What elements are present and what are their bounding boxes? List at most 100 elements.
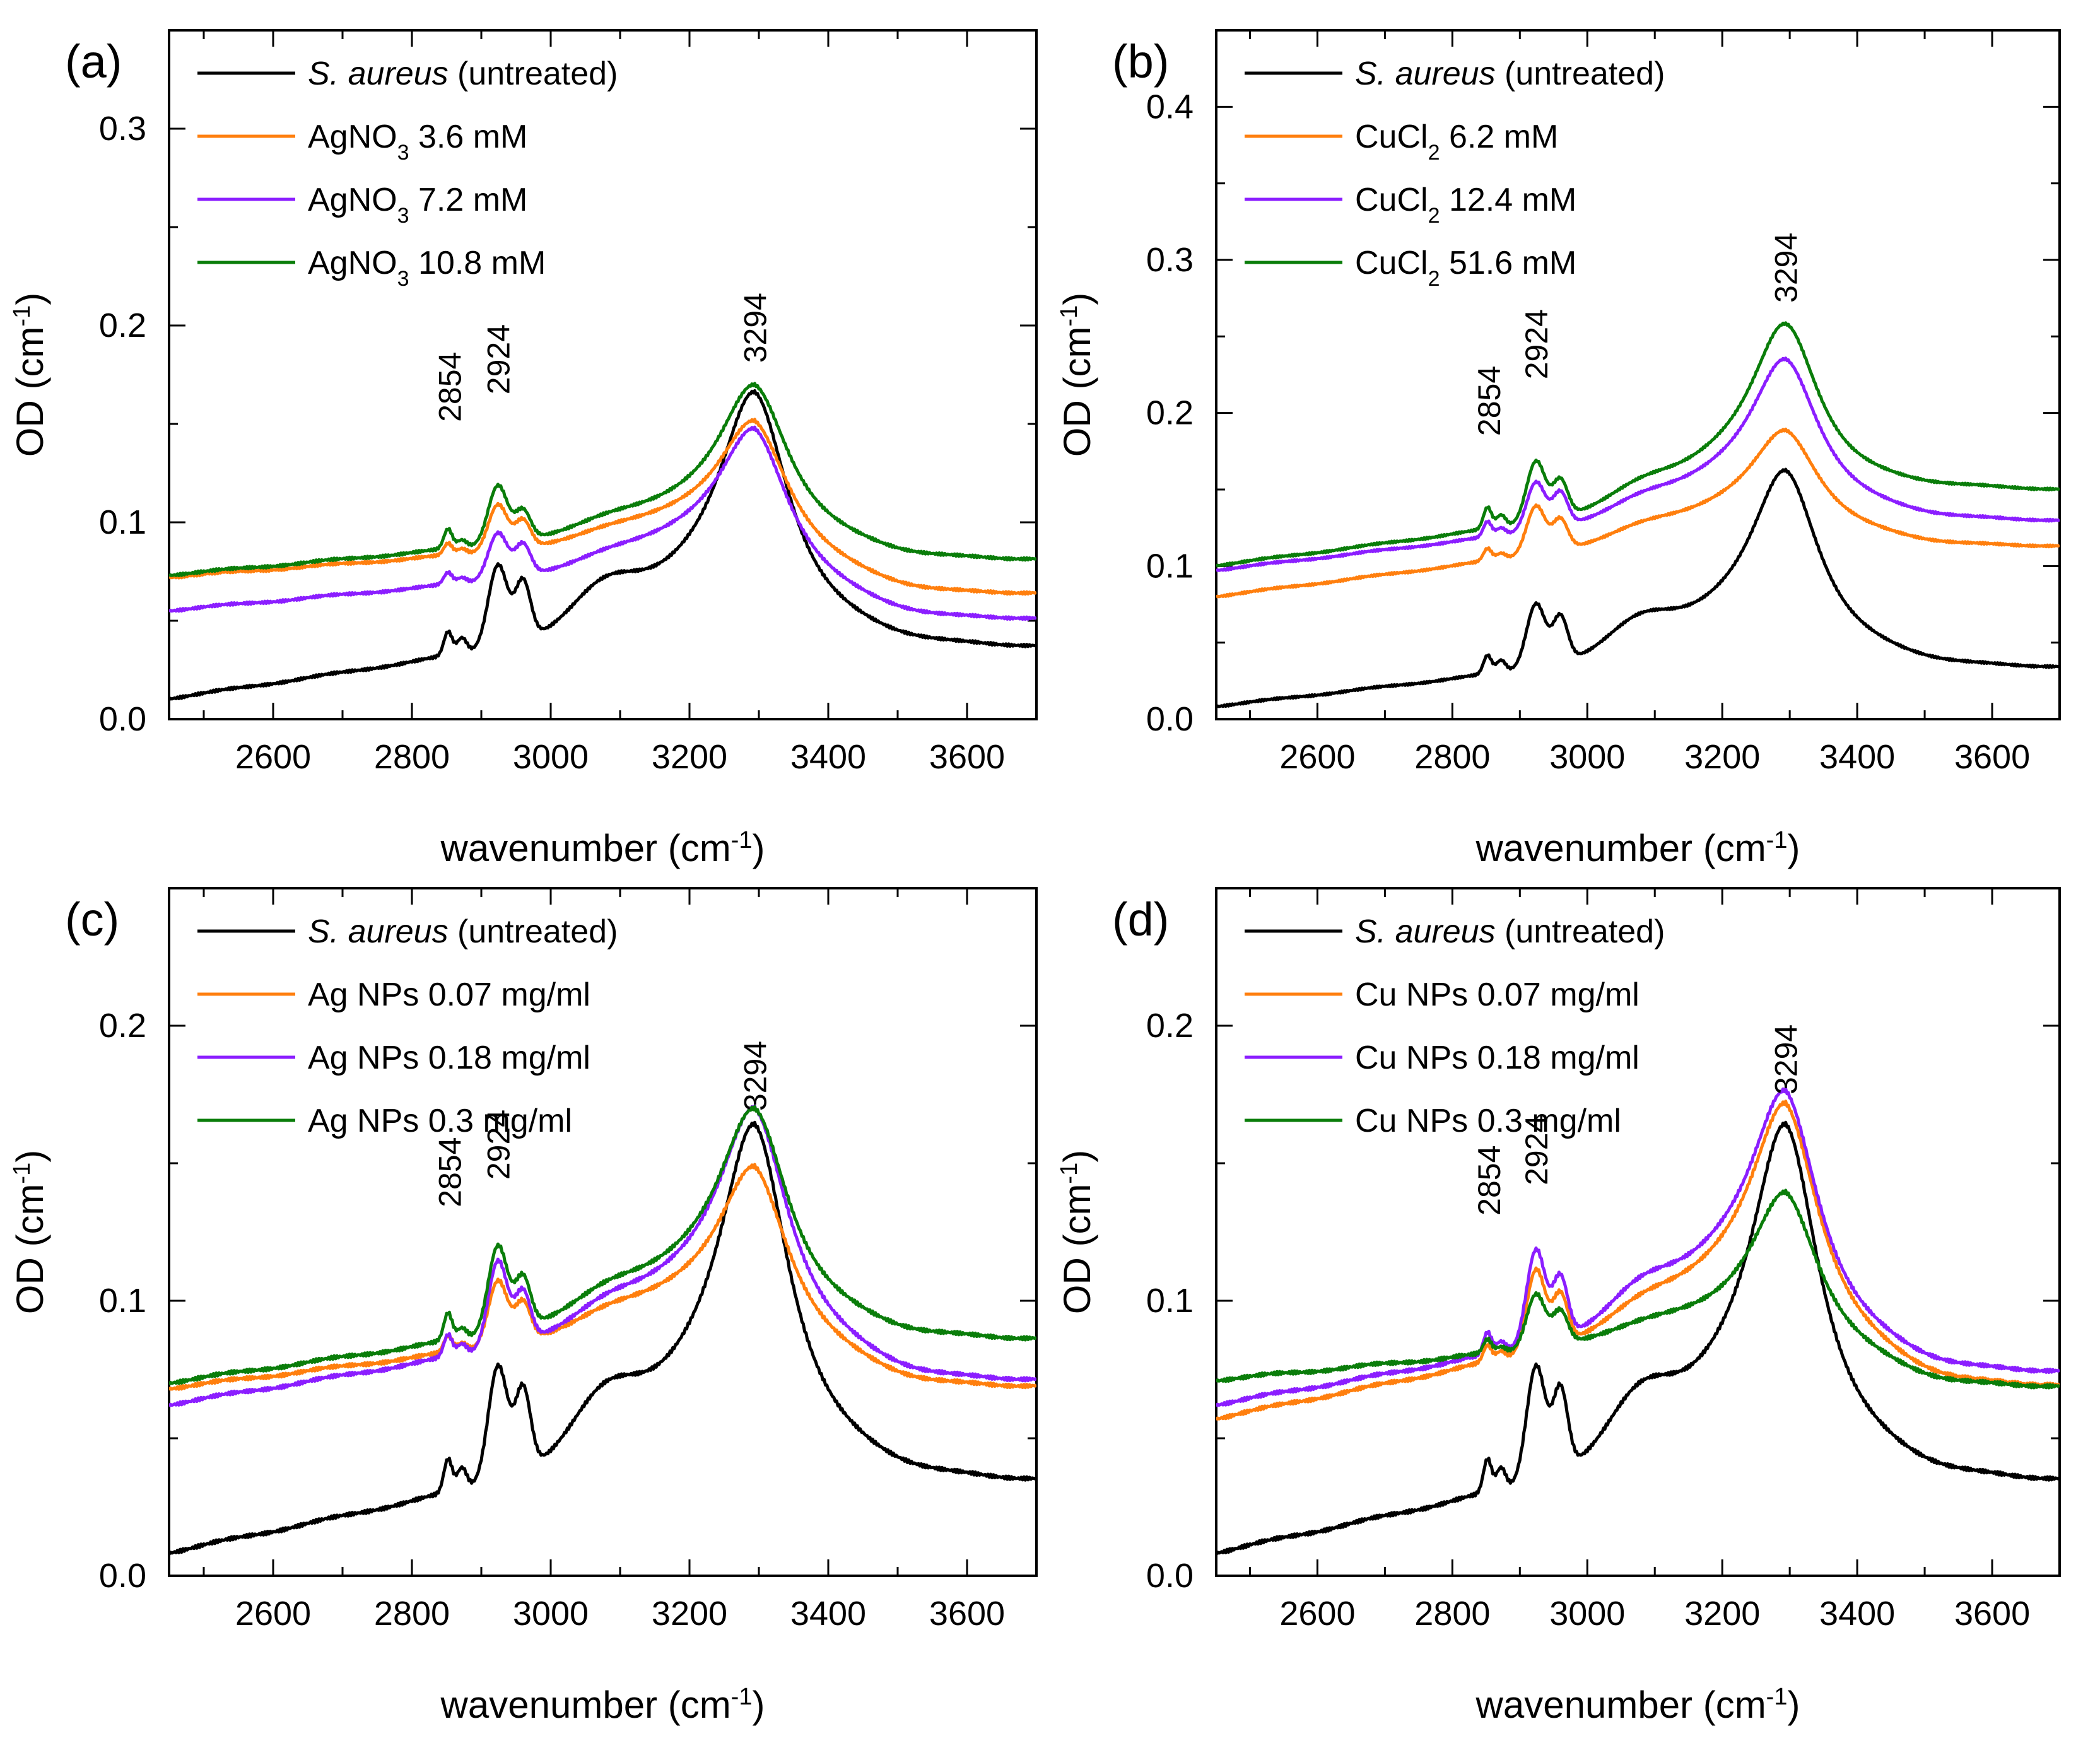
x-tick-label: 2600 [1279, 1595, 1355, 1633]
peak-label: 3294 [737, 293, 773, 363]
chart-panel-a: 2600 2800 3000 3200 3400 3600 0.0 0.1 0.2 0.3 wave… [9, 29, 1038, 869]
x-tick-label: 3000 [513, 1595, 589, 1633]
y-axis-title: OD (cm-1) [1056, 1150, 1098, 1314]
series-line-3 [169, 382, 1036, 578]
series-line-0 [1216, 467, 2060, 708]
y-tick-label: 0.2 [99, 307, 146, 344]
series-line-2 [1216, 1087, 2060, 1407]
x-axis-title: wavenumber (cm-1) [1475, 827, 1800, 869]
peak-label: 2854 [1472, 366, 1507, 436]
legend-entry: S. aureus (untreated) [308, 56, 618, 92]
legend-entry: CuCl2 51.6 mM [1355, 245, 1576, 291]
x-tick-label: 3200 [1684, 738, 1760, 776]
series-line-3 [1216, 1188, 2060, 1390]
y-tick-label: 0.1 [1146, 547, 1194, 585]
y-tick-label: 0.2 [1146, 1007, 1194, 1045]
series-line-0 [169, 1120, 1036, 1556]
series-line-3 [1216, 321, 2060, 568]
peak-label: 2924 [1519, 1115, 1554, 1185]
series-line-2 [169, 1104, 1036, 1407]
x-axis-title: wavenumber (cm-1) [440, 1684, 765, 1726]
panel-label: (c) [65, 893, 119, 946]
legend-entry: Cu NPs 0.18 mg/ml [1355, 1040, 1640, 1076]
x-tick-label: 3600 [929, 738, 1005, 776]
peak-label: 2924 [1519, 309, 1554, 379]
peak-label: 2854 [1472, 1146, 1507, 1216]
plot-frame [168, 887, 1038, 1577]
y-tick-label: 0.1 [1146, 1282, 1194, 1320]
x-tick-label: 3400 [1819, 738, 1895, 776]
x-tick-label: 3000 [1549, 738, 1625, 776]
y-axis-title: OD (cm-1) [1056, 293, 1098, 457]
x-tick-label: 2800 [374, 738, 450, 776]
series-line-1 [1216, 427, 2060, 599]
legend-entry: CuCl2 6.2 mM [1355, 119, 1558, 165]
legend-entry: Cu NPs 0.3 mg/ml [1355, 1103, 1621, 1139]
x-axis-title: wavenumber (cm-1) [1475, 1684, 1800, 1726]
panel-label: (b) [1112, 35, 1169, 88]
x-tick-label: 2800 [1414, 738, 1490, 776]
legend-entry: S. aureus (untreated) [1355, 56, 1665, 92]
legend-entry: S. aureus (untreated) [1355, 913, 1665, 950]
peak-label: 3294 [1769, 1024, 1804, 1094]
chart-panel-c: 2600 2800 3000 3200 3400 3600 0.0 0.1 0.2 wavenum… [9, 887, 1038, 1726]
legend-entry: CuCl2 12.4 mM [1355, 182, 1576, 228]
x-tick-label: 3600 [1954, 1595, 2030, 1633]
y-tick-label: 0.0 [99, 700, 146, 738]
y-tick-label: 0.2 [99, 1007, 146, 1045]
panel-label: (d) [1112, 893, 1169, 946]
x-tick-label: 2800 [1414, 1595, 1490, 1633]
legend-entry: Ag NPs 0.3 mg/ml [308, 1103, 572, 1139]
series-line-1 [1216, 1100, 2060, 1421]
x-tick-label: 3200 [652, 1595, 727, 1633]
legend-entry: S. aureus (untreated) [308, 913, 618, 950]
series-line-0 [1216, 1120, 2060, 1556]
x-axis-title: wavenumber (cm-1) [440, 827, 765, 869]
legend-entry: AgNO3 7.2 mM [308, 182, 527, 228]
y-tick-label: 0.1 [99, 1282, 146, 1320]
y-tick-label: 0.3 [1146, 241, 1194, 279]
x-tick-label: 3600 [1954, 738, 2030, 776]
series-line-2 [169, 425, 1036, 621]
x-tick-label: 3600 [929, 1595, 1005, 1633]
plot-frame [1215, 887, 2061, 1577]
x-tick-label: 3000 [513, 738, 589, 776]
x-tick-label: 3400 [1819, 1595, 1895, 1633]
series-line-0 [169, 389, 1036, 701]
legend-entry: Ag NPs 0.18 mg/ml [308, 1040, 590, 1076]
series-line-3 [169, 1105, 1036, 1386]
peak-label: 2854 [432, 352, 467, 422]
legend-entry: Ag NPs 0.07 mg/ml [308, 977, 590, 1013]
plot-frame [1215, 29, 2061, 720]
peak-label: 3294 [737, 1041, 773, 1111]
y-tick-label: 0.3 [99, 110, 146, 148]
y-tick-label: 0.0 [99, 1557, 146, 1595]
series-line-1 [169, 1163, 1036, 1392]
x-tick-label: 3000 [1549, 1595, 1625, 1633]
chart-panel-b: 2600 2800 3000 3200 3400 3600 0.0 0.1 0.2 0.3 0.4 w… [1056, 29, 2061, 869]
x-tick-label: 3200 [1684, 1595, 1760, 1633]
y-tick-label: 0.1 [99, 503, 146, 541]
x-tick-label: 2600 [235, 738, 311, 776]
peak-label: 2854 [432, 1137, 467, 1207]
x-tick-label: 2600 [1279, 738, 1355, 776]
y-tick-label: 0.4 [1146, 88, 1194, 126]
peak-label: 2924 [481, 1110, 516, 1180]
series-line-2 [1216, 356, 2060, 573]
x-tick-label: 3200 [652, 738, 727, 776]
x-tick-label: 3400 [790, 1595, 866, 1633]
plot-frame [168, 29, 1038, 720]
legend-entry: AgNO3 10.8 mM [308, 245, 546, 291]
y-tick-label: 0.2 [1146, 394, 1194, 432]
chart-panel-d: 2600 2800 3000 3200 3400 3600 0.0 0.1 0.2 wavenum… [1056, 887, 2061, 1726]
y-axis-title: OD (cm-1) [9, 293, 51, 457]
x-tick-label: 2600 [235, 1595, 311, 1633]
legend-entry: AgNO3 3.6 mM [308, 119, 527, 165]
series-line-1 [169, 418, 1036, 596]
y-axis-title: OD (cm-1) [9, 1150, 51, 1314]
y-tick-label: 0.0 [1146, 1557, 1194, 1595]
panel-label: (a) [65, 35, 122, 88]
y-tick-label: 0.0 [1146, 700, 1194, 738]
x-tick-label: 2800 [374, 1595, 450, 1633]
peak-label: 2924 [481, 324, 516, 394]
